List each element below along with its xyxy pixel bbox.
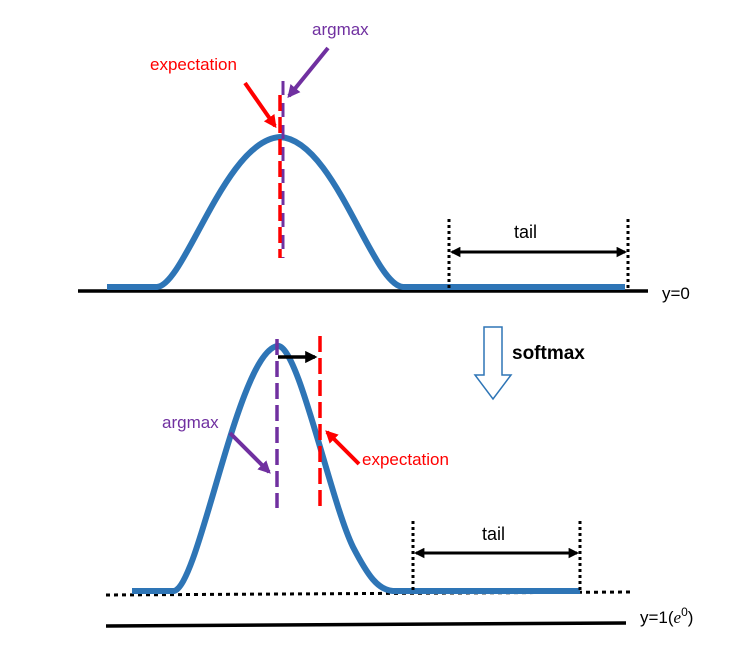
softmax-transform: softmax [473,326,585,401]
bottom-baseline [105,621,627,628]
bottom-argmax-label: argmax [162,413,219,432]
top-argmax-pointer-arrow [287,46,330,98]
top-baseline-label: y=0 [662,284,690,303]
bottom-distribution-curve [132,343,580,594]
bottom-tail-label: tail [482,524,505,544]
top-expectation-pointer-arrow [243,81,277,129]
top-panel: y=0 argmax expectation tail [78,20,690,303]
softmax-label: softmax [512,343,585,364]
top-distribution-curve [107,134,625,290]
bottom-baseline-label: y=1(e0) [640,605,693,627]
top-argmax-label: argmax [312,20,369,39]
bottom-panel: y=1(e0) argmax expectation tail [105,336,693,628]
bottom-expectation-label: expectation [362,450,449,469]
top-tail-label: tail [514,222,537,242]
bottom-argmax-pointer-arrow [228,431,271,474]
bottom-expectation-pointer-arrow [325,430,361,466]
down-arrow-icon [473,326,513,401]
top-expectation-label: expectation [150,55,237,74]
